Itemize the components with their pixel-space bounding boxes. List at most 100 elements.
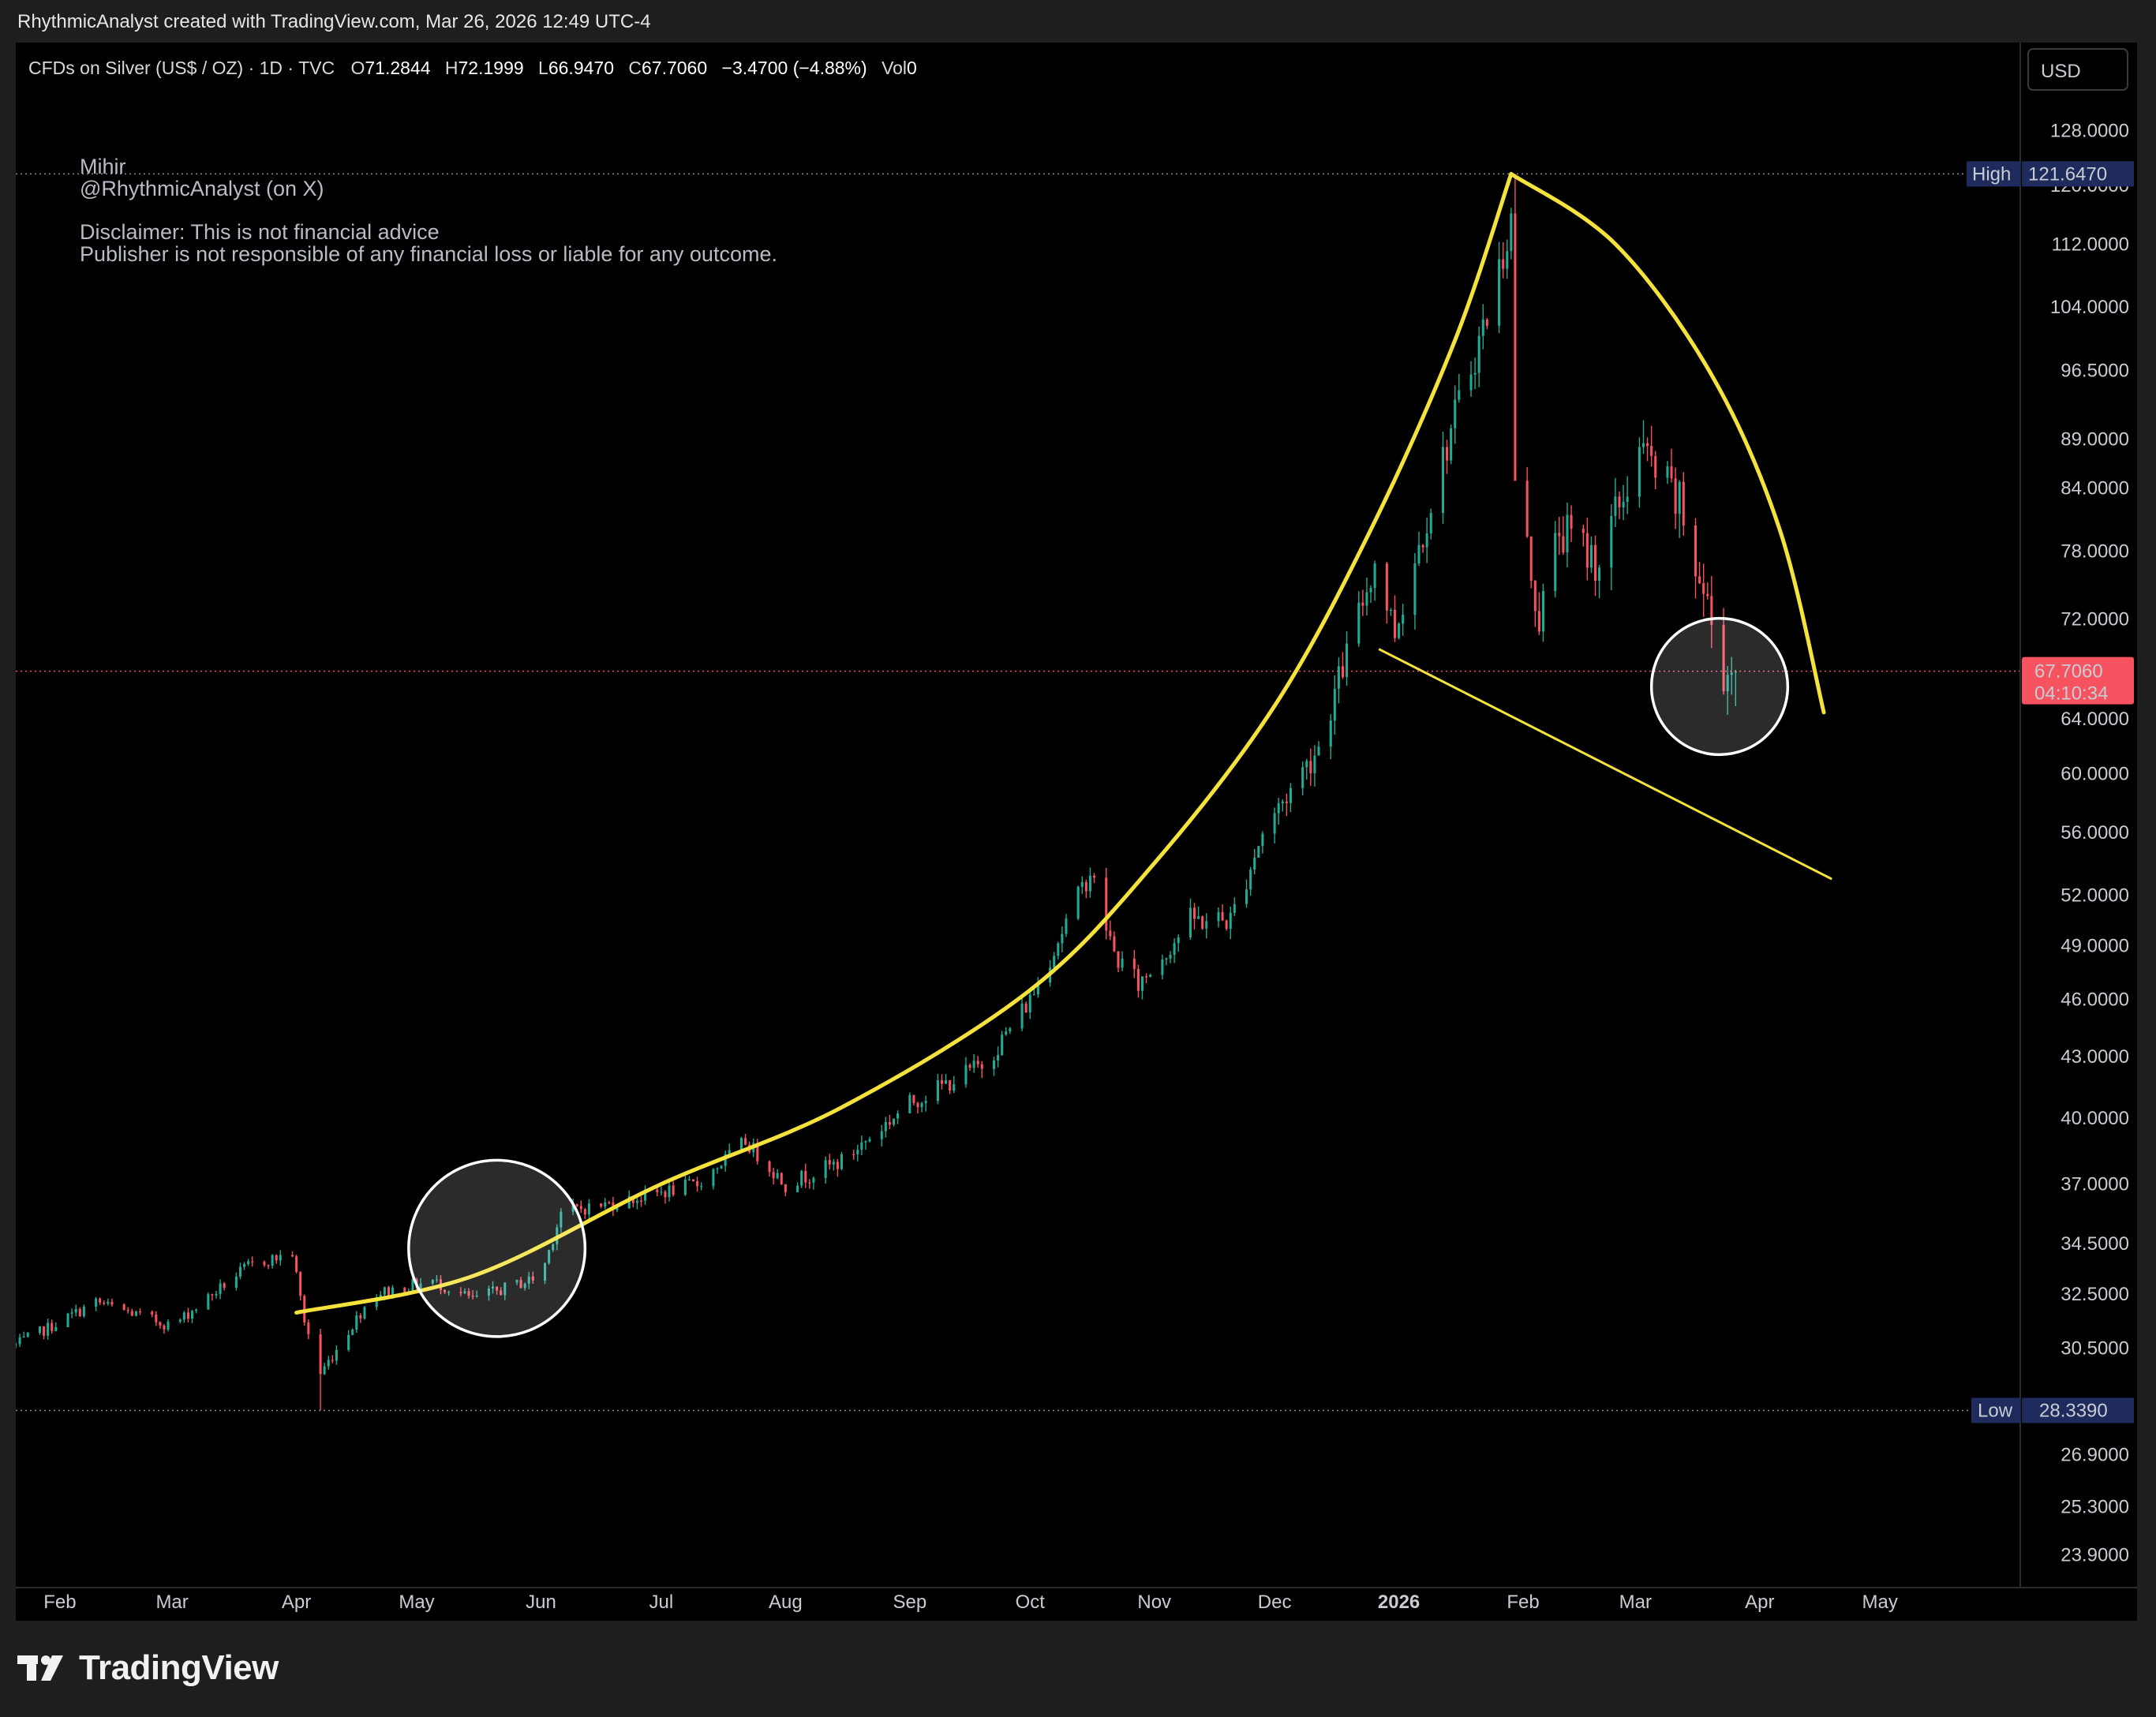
- price-chart[interactable]: CFDs on Silver (US$ / OZ) · 1D · TVC O71…: [16, 43, 2137, 1621]
- candle-body: [307, 1322, 310, 1334]
- candle: [1136, 964, 1140, 998]
- candle: [299, 1271, 302, 1301]
- candle: [1121, 951, 1124, 971]
- candle: [1301, 761, 1304, 796]
- candle: [812, 1176, 815, 1190]
- candle-body: [1670, 466, 1673, 479]
- candle-body: [1566, 514, 1569, 553]
- legend-volume-value: 0: [907, 58, 917, 78]
- candle-body: [186, 1312, 189, 1319]
- attribution-text: RhythmicAnalyst created with TradingView…: [17, 11, 651, 32]
- candle-body: [1329, 720, 1332, 747]
- price-tick-label: 78.0000: [2061, 541, 2129, 562]
- time-tick-label: 2026: [1378, 1592, 1420, 1613]
- candle-body: [772, 1172, 775, 1179]
- price-tick-label: 89.0000: [2061, 429, 2129, 451]
- candle: [186, 1307, 189, 1322]
- candle-body: [363, 1307, 366, 1319]
- candle-body: [1678, 481, 1681, 514]
- candle: [1498, 241, 1501, 334]
- candle-body: [920, 1103, 923, 1108]
- currency-button[interactable]: [2027, 48, 2128, 91]
- candle: [575, 1203, 578, 1207]
- candle-body: [295, 1256, 298, 1272]
- candle-body: [1666, 466, 1669, 478]
- candle: [107, 1298, 110, 1306]
- falling-arc-drawing[interactable]: [1509, 171, 1826, 715]
- candle: [444, 1289, 447, 1294]
- candle-body: [155, 1315, 158, 1322]
- candle-body: [1145, 976, 1148, 978]
- candle: [1341, 652, 1345, 679]
- candle: [1502, 242, 1505, 279]
- candle: [1145, 973, 1148, 984]
- low-marker-value: 28.3390: [2039, 1400, 2108, 1421]
- candle-body: [167, 1321, 170, 1330]
- candle-body: [744, 1138, 747, 1145]
- user-drawings[interactable]: [294, 171, 1832, 1338]
- tradingview-logo[interactable]: TradingView: [17, 1644, 279, 1692]
- time-tick-label: Nov: [1137, 1592, 1171, 1613]
- candle: [351, 1328, 354, 1336]
- candle-body: [1558, 533, 1561, 537]
- candle-body: [1533, 581, 1537, 612]
- candle: [548, 1249, 551, 1265]
- candle-body: [1654, 455, 1657, 478]
- price-axis[interactable]: 136.0000128.0000120.0000112.0000104.0000…: [2050, 69, 2129, 1566]
- candle: [992, 1057, 996, 1076]
- parabolic-arc-drawing[interactable]: [294, 171, 1514, 1315]
- candle-body: [1177, 937, 1180, 944]
- candle-body: [912, 1094, 915, 1103]
- candle-body: [691, 1179, 695, 1182]
- candle-body: [1317, 746, 1320, 756]
- candle-body: [243, 1264, 246, 1267]
- candle-body: [1537, 611, 1540, 632]
- price-tick-label: 43.0000: [2061, 1046, 2129, 1068]
- candle-body: [1506, 251, 1509, 269]
- candle-body: [1005, 1031, 1008, 1035]
- chart-area[interactable]: CFDs on Silver (US$ / OZ) · 1D · TVC O71…: [16, 43, 2137, 1621]
- price-tick-label: 128.0000: [2050, 121, 2129, 142]
- candle: [1192, 903, 1196, 930]
- candle-body: [1249, 870, 1252, 890]
- legend-close-value: 67.7060: [642, 58, 707, 78]
- retest-circle-drawing[interactable]: [1649, 616, 1790, 757]
- time-tick-label: Apr: [282, 1592, 311, 1613]
- candle: [832, 1158, 835, 1171]
- candle-body: [1525, 481, 1529, 537]
- candle-body: [780, 1173, 783, 1184]
- candle: [496, 1286, 499, 1295]
- breakout-circle-drawing[interactable]: [407, 1158, 587, 1338]
- candle-body: [66, 1313, 69, 1327]
- candle-body: [1650, 446, 1653, 456]
- candle-body: [936, 1079, 939, 1102]
- candle-body: [126, 1310, 129, 1311]
- candle: [1285, 793, 1288, 817]
- candle-body: [868, 1139, 871, 1142]
- price-tick-label: 32.5000: [2061, 1284, 2129, 1305]
- candle: [1109, 920, 1112, 941]
- candle: [1702, 563, 1705, 617]
- candle-body: [411, 1279, 414, 1292]
- time-tick-label: Sep: [893, 1592, 926, 1613]
- candle-body: [74, 1309, 77, 1313]
- candle-body: [151, 1311, 154, 1315]
- candle: [1425, 518, 1428, 563]
- candle: [1257, 845, 1260, 858]
- candle-body: [387, 1287, 390, 1296]
- candle-body: [299, 1271, 302, 1296]
- candle-body: [487, 1289, 490, 1296]
- candle-body: [1105, 877, 1108, 931]
- candle-body: [163, 1325, 166, 1330]
- support-trendline-drawing[interactable]: [1378, 648, 1832, 881]
- time-tick-label: Mar: [155, 1592, 188, 1613]
- candle: [768, 1160, 771, 1177]
- time-axis[interactable]: Feb Mar Apr May Jun Jul Aug Sep Oct Nov Dec 2026 Feb…: [43, 1592, 1898, 1613]
- candle: [1417, 531, 1420, 567]
- candle-body: [99, 1298, 102, 1303]
- candle: [880, 1124, 883, 1147]
- candle: [519, 1277, 522, 1289]
- candle: [103, 1300, 106, 1306]
- candle: [503, 1282, 507, 1300]
- candle: [1225, 919, 1228, 931]
